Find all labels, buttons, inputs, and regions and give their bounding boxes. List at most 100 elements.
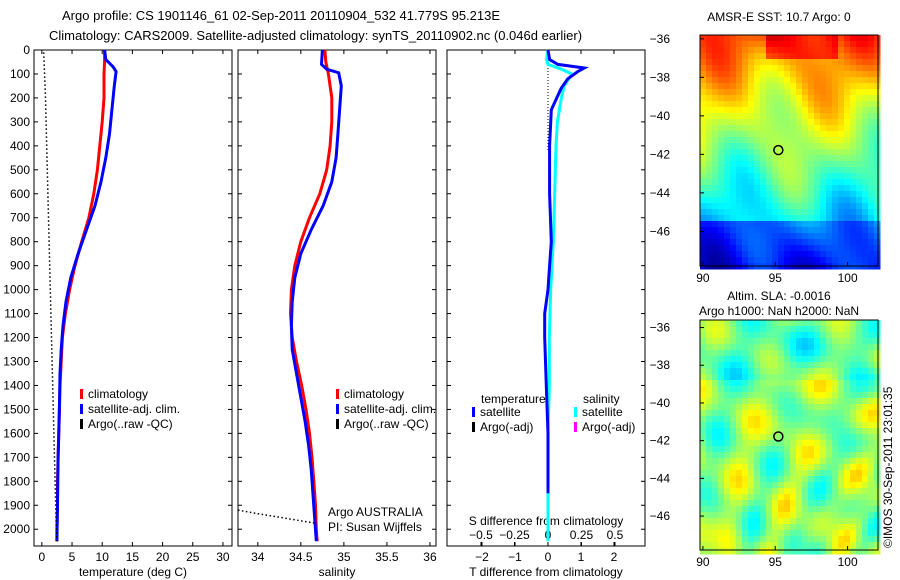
heatmap-cell <box>718 203 725 210</box>
xtick-label: 5 <box>69 550 76 564</box>
heatmap-cell <box>874 251 881 258</box>
heatmap-cell <box>742 203 749 210</box>
heatmap-cell <box>802 350 809 357</box>
heatmap-cell <box>742 221 749 228</box>
heatmap-cell <box>850 89 857 96</box>
heatmap-cell <box>700 167 707 174</box>
heatmap-cell <box>748 203 755 210</box>
legend-label: climatology <box>88 387 148 401</box>
heatmap-cell <box>760 257 767 264</box>
heatmap-cell <box>814 59 821 66</box>
heatmap-cell <box>706 41 713 48</box>
heatmap-cell <box>772 77 779 84</box>
heatmap-cell <box>868 542 875 549</box>
heatmap-cell <box>826 215 833 222</box>
heatmap-cell <box>844 434 851 441</box>
heatmap-cell <box>844 155 851 162</box>
heatmap-cell <box>724 119 731 126</box>
heatmap-cell <box>868 368 875 375</box>
heatmap-cell <box>766 137 773 144</box>
heatmap-cell <box>790 113 797 120</box>
heatmap-cell <box>766 350 773 357</box>
heatmap-cell <box>736 416 743 423</box>
heatmap-cell <box>874 35 881 42</box>
heatmap-cell <box>796 470 803 477</box>
heatmap-cell <box>868 113 875 120</box>
heatmap-cell <box>724 203 731 210</box>
heatmap-cell <box>712 440 719 447</box>
heatmap-cell <box>712 35 719 42</box>
heatmap-cell <box>742 161 749 168</box>
heatmap-cell <box>730 161 737 168</box>
heatmap-cell <box>736 173 743 180</box>
heatmap-cell <box>766 398 773 405</box>
heatmap-cell <box>718 512 725 519</box>
heatmap-cell <box>772 227 779 234</box>
heatmap-cell <box>874 137 881 144</box>
heatmap-cell <box>754 398 761 405</box>
heatmap-cell <box>766 71 773 78</box>
ytick-label: 1800 <box>3 474 30 488</box>
heatmap-cell <box>868 119 875 126</box>
heatmap-cell <box>826 251 833 258</box>
heatmap-cell <box>796 488 803 495</box>
heatmap-cell <box>820 125 827 132</box>
heatmap-cell <box>820 458 827 465</box>
heatmap-cell <box>850 488 857 495</box>
heatmap-cell <box>820 221 827 228</box>
heatmap-cell <box>754 356 761 363</box>
heatmap-cell <box>850 191 857 198</box>
heatmap-cell <box>874 257 881 264</box>
heatmap-cell <box>850 53 857 60</box>
heatmap-cell <box>706 506 713 513</box>
heatmap-cell <box>718 77 725 84</box>
heatmap-cell <box>832 512 839 519</box>
heatmap-cell <box>724 185 731 192</box>
heatmap-cell <box>850 536 857 543</box>
heatmap-cell <box>796 167 803 174</box>
heatmap-cell <box>814 434 821 441</box>
heatmap-cell <box>832 356 839 363</box>
heatmap-cell <box>736 155 743 162</box>
heatmap-cell <box>772 65 779 72</box>
heatmap-cell <box>718 197 725 204</box>
heatmap-cell <box>868 374 875 381</box>
heatmap-cell <box>754 362 761 369</box>
heatmap-cell <box>742 320 749 327</box>
heatmap-cell <box>802 161 809 168</box>
heatmap-cell <box>844 197 851 204</box>
heatmap-cell <box>832 518 839 525</box>
heatmap-cell <box>760 239 767 246</box>
xtick-label: 10 <box>96 550 110 564</box>
heatmap-cell <box>808 173 815 180</box>
heatmap-cell <box>772 89 779 96</box>
heatmap-cell <box>706 380 713 387</box>
heatmap-cell <box>706 434 713 441</box>
heatmap-cell <box>802 416 809 423</box>
heatmap-cell <box>724 512 731 519</box>
heatmap-cell <box>808 221 815 228</box>
heatmap-cell <box>814 404 821 411</box>
heatmap-cell <box>700 239 707 246</box>
heatmap-cell <box>856 185 863 192</box>
heatmap-cell <box>730 320 737 327</box>
heatmap-cell <box>724 137 731 144</box>
heatmap-cell <box>850 209 857 216</box>
heatmap-cell <box>796 410 803 417</box>
heatmap-cell <box>862 530 869 537</box>
heatmap-cell <box>856 452 863 459</box>
heatmap-cell <box>796 83 803 90</box>
heatmap-cell <box>730 518 737 525</box>
heatmap-cell <box>796 458 803 465</box>
heatmap-cell <box>730 107 737 114</box>
heatmap-cell <box>868 143 875 150</box>
heatmap-cell <box>832 161 839 168</box>
heatmap-cell <box>778 524 785 531</box>
heatmap-cell <box>844 368 851 375</box>
heatmap-cell <box>712 155 719 162</box>
heatmap-cell <box>700 119 707 126</box>
heatmap-cell <box>760 41 767 48</box>
heatmap-cell <box>772 221 779 228</box>
heatmap-cell <box>820 398 827 405</box>
